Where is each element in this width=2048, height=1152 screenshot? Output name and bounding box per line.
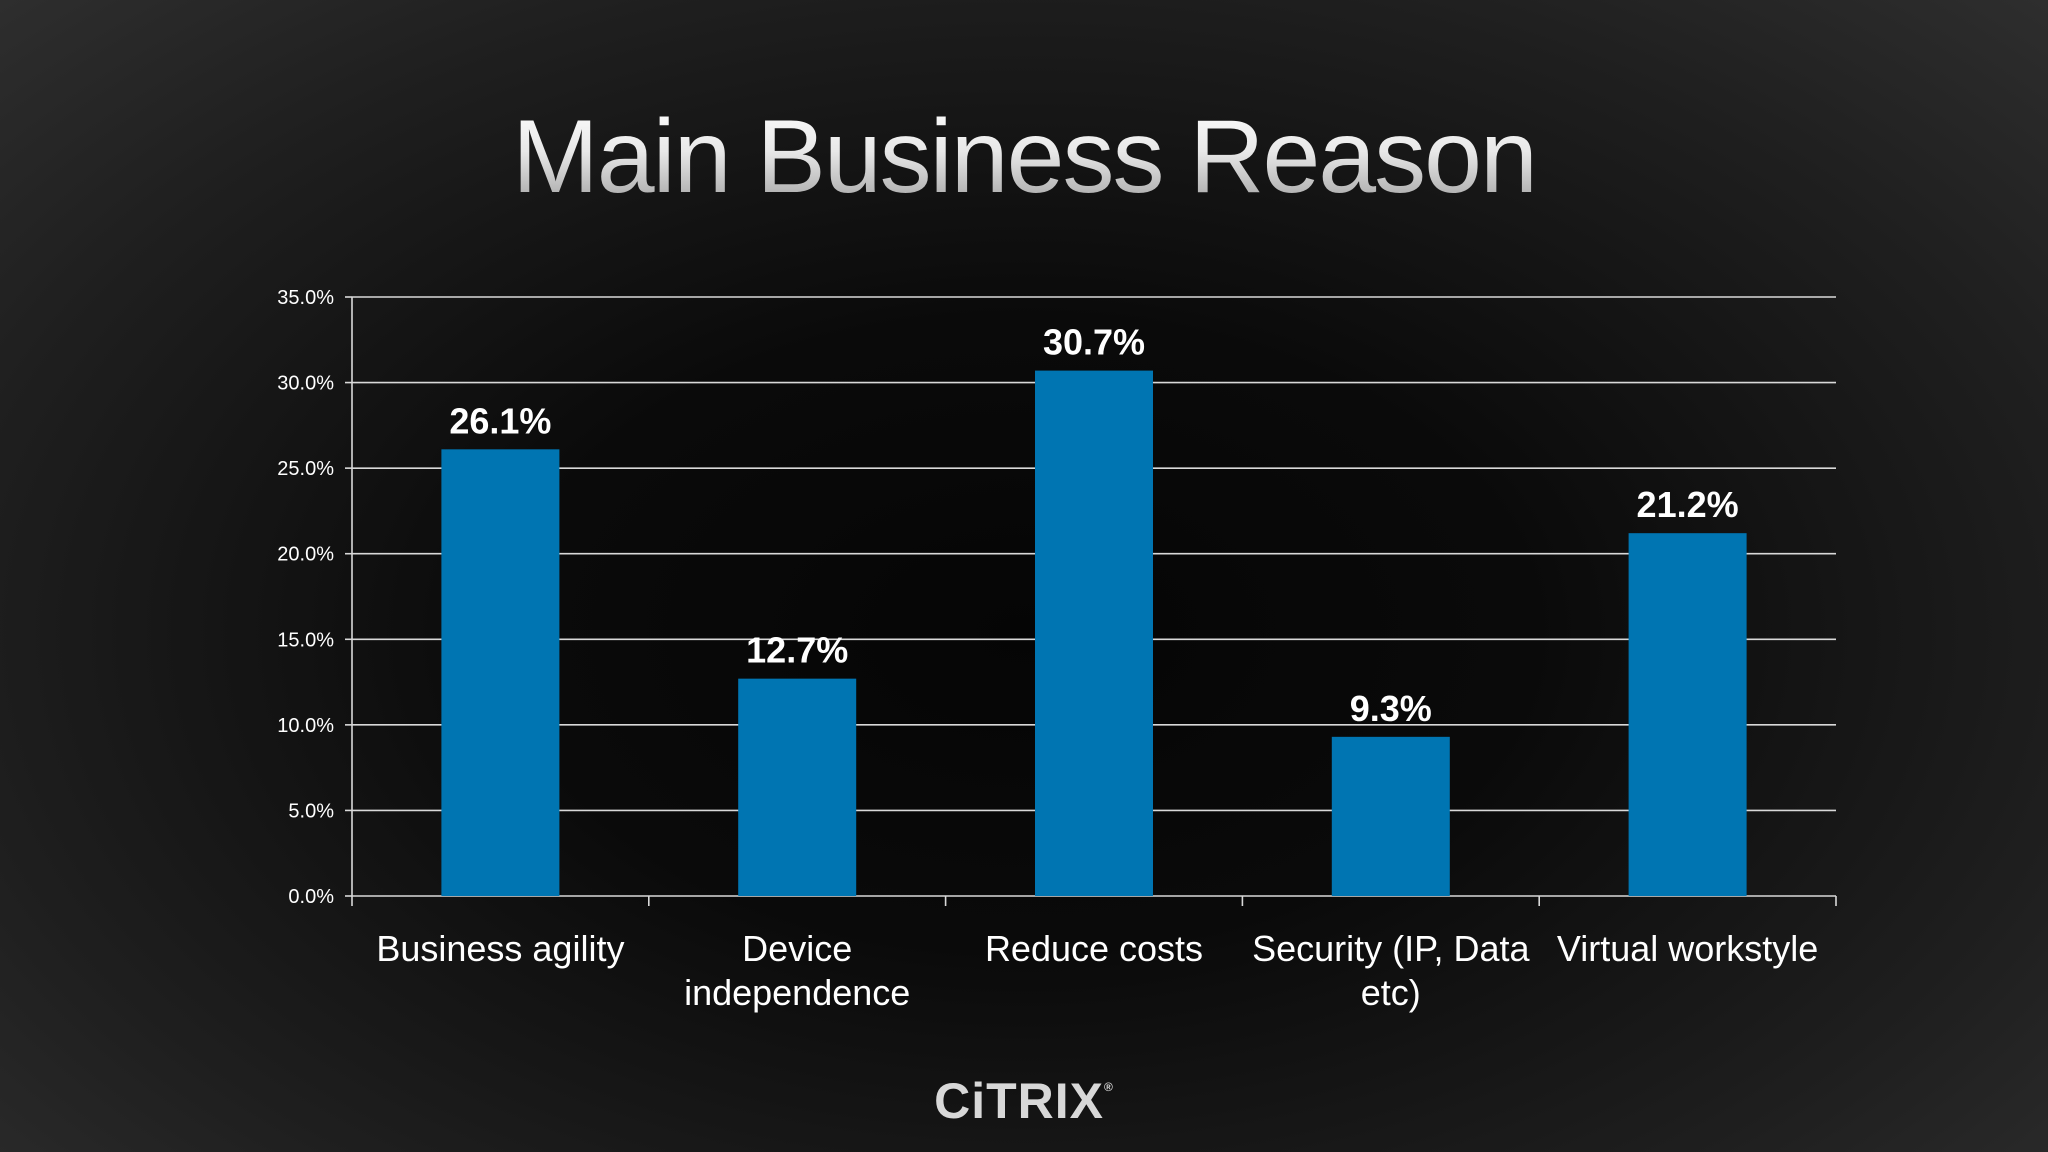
y-tick-label: 30.0%: [277, 373, 334, 395]
y-tick-label: 25.0%: [277, 458, 334, 480]
bar-value-label: 30.7%: [1043, 322, 1145, 363]
bar-value-label: 26.1%: [449, 400, 551, 441]
slide-title: Main Business Reason: [0, 100, 2048, 215]
bar: [738, 678, 857, 896]
x-category-label: Security (IP, Data: [1252, 928, 1530, 969]
citrix-logo: CiTRIX®: [0, 1072, 2048, 1130]
x-category-label: Device: [742, 928, 852, 969]
x-category-label: Business agility: [376, 928, 624, 969]
y-tick-label: 5.0%: [288, 800, 334, 822]
registered-mark-icon: ®: [1104, 1080, 1114, 1094]
citrix-logo-text: CiTRIX: [934, 1073, 1105, 1129]
bar: [1331, 736, 1450, 896]
y-tick-label: 15.0%: [277, 629, 334, 651]
x-category-label: Virtual workstyle: [1557, 928, 1818, 969]
y-tick-label: 35.0%: [277, 287, 334, 309]
bar-value-label: 21.2%: [1637, 484, 1739, 525]
x-category-label: etc): [1361, 972, 1421, 1013]
y-tick-label: 10.0%: [277, 715, 334, 737]
bar-value-label: 12.7%: [746, 630, 848, 671]
x-category-label: independence: [684, 972, 910, 1013]
bar-value-label: 9.3%: [1350, 688, 1432, 729]
y-tick-label: 20.0%: [277, 544, 334, 566]
x-category-label: Reduce costs: [985, 928, 1203, 969]
bar: [1035, 370, 1153, 896]
y-tick-label: 0.0%: [288, 886, 334, 908]
bar: [441, 449, 560, 896]
bar: [1628, 533, 1747, 896]
